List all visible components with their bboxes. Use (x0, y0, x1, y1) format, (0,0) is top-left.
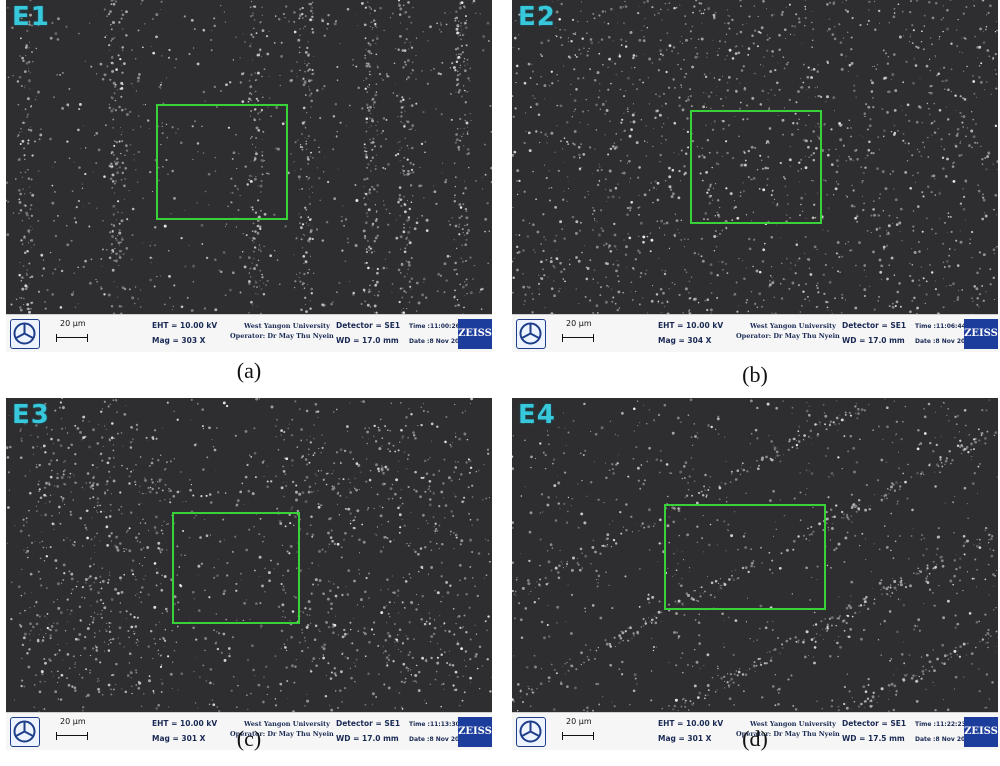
date-value: Date :8 Nov 2017 (409, 338, 468, 345)
sem-micrograph: E4 20 µm EHT = 10.00 kV Mag = 301 X West… (512, 398, 998, 750)
magnification-value: Mag = 304 X (658, 336, 712, 345)
figure-caption: (a) (236, 358, 262, 383)
operator-text: Operator: Dr May Thu Nyein (736, 730, 840, 738)
sem-panel-b: E2 20 µm EHT = 10.00 kV Mag = 304 X West… (512, 0, 998, 387)
eht-value: EHT = 10.00 kV (658, 719, 724, 728)
sem-info-bar: 20 µm EHT = 10.00 kV Mag = 304 X West Ya… (512, 314, 998, 352)
university-logo-icon (10, 717, 40, 747)
zeiss-logo: ZEISS (458, 717, 492, 747)
sample-label: E4 (518, 400, 556, 430)
operator-text: Operator: Dr May Thu Nyein (230, 730, 334, 738)
sem-image (6, 0, 492, 314)
scale-bar: 20 µm (560, 717, 600, 743)
zeiss-logo: ZEISS (964, 319, 998, 349)
time-value: Time :11:22:23 (915, 721, 966, 728)
date-value: Date :8 Nov 2017 (409, 736, 468, 743)
time-value: Time :11:00:26 (409, 323, 460, 330)
working-distance-value: WD = 17.0 mm (336, 734, 399, 743)
operator-text: Operator: Dr May Thu Nyein (736, 332, 840, 340)
detector-value: Detector = SE1 (842, 321, 907, 330)
institution-text: West Yangon University (750, 322, 836, 330)
scale-bar-label: 20 µm (566, 717, 592, 726)
sem-panel-c: E3 20 µm EHT = 10.00 kV Mag = 301 X West… (6, 398, 492, 751)
sem-info-bar: 20 µm EHT = 10.00 kV Mag = 301 X West Ya… (6, 712, 492, 750)
scale-bar-label: 20 µm (60, 717, 86, 726)
scale-bar: 20 µm (560, 319, 600, 345)
magnification-value: Mag = 301 X (658, 734, 712, 743)
sample-label: E3 (12, 400, 50, 430)
institution-text: West Yangon University (244, 720, 330, 728)
sample-label: E2 (518, 2, 556, 32)
university-logo-icon (10, 319, 40, 349)
region-of-interest-box (156, 104, 288, 220)
university-logo-icon (516, 319, 546, 349)
figure-caption: (b) (742, 362, 768, 387)
region-of-interest-box (172, 512, 300, 624)
scale-bar: 20 µm (54, 717, 94, 743)
region-of-interest-box (690, 110, 822, 224)
figure-caption: (d) (742, 726, 768, 751)
sem-image (6, 398, 492, 712)
zeiss-logo: ZEISS (964, 717, 998, 747)
sem-image (512, 398, 998, 712)
time-value: Time :11:13:30 (409, 721, 460, 728)
detector-value: Detector = SE1 (336, 719, 401, 728)
working-distance-value: WD = 17.0 mm (336, 336, 399, 345)
sem-micrograph: E1 20 µm EHT = 10.00 kV Mag = 303 X West… (6, 0, 492, 352)
magnification-value: Mag = 303 X (152, 336, 206, 345)
time-value: Time :11:06:44 (915, 323, 966, 330)
institution-text: West Yangon University (244, 322, 330, 330)
eht-value: EHT = 10.00 kV (658, 321, 724, 330)
scale-bar-label: 20 µm (60, 319, 86, 328)
working-distance-value: WD = 17.0 mm (842, 336, 905, 345)
eht-value: EHT = 10.00 kV (152, 719, 218, 728)
university-logo-icon (516, 717, 546, 747)
sem-info-bar: 20 µm EHT = 10.00 kV Mag = 303 X West Ya… (6, 314, 492, 352)
sem-micrograph: E2 20 µm EHT = 10.00 kV Mag = 304 X West… (512, 0, 998, 352)
detector-value: Detector = SE1 (336, 321, 401, 330)
scale-bar: 20 µm (54, 319, 94, 345)
sem-panel-a: E1 20 µm EHT = 10.00 kV Mag = 303 X West… (6, 0, 492, 383)
working-distance-value: WD = 17.5 mm (842, 734, 905, 743)
scale-bar-label: 20 µm (566, 319, 592, 328)
sem-micrograph: E3 20 µm EHT = 10.00 kV Mag = 301 X West… (6, 398, 492, 750)
sem-info-bar: 20 µm EHT = 10.00 kV Mag = 301 X West Ya… (512, 712, 998, 750)
magnification-value: Mag = 301 X (152, 734, 206, 743)
zeiss-logo: ZEISS (458, 319, 492, 349)
sem-image (512, 0, 998, 314)
figure-caption: (c) (236, 726, 262, 751)
region-of-interest-box (664, 504, 826, 610)
sample-label: E1 (12, 2, 50, 32)
date-value: Date :8 Nov 2017 (915, 736, 974, 743)
eht-value: EHT = 10.00 kV (152, 321, 218, 330)
date-value: Date :8 Nov 2017 (915, 338, 974, 345)
operator-text: Operator: Dr May Thu Nyein (230, 332, 334, 340)
institution-text: West Yangon University (750, 720, 836, 728)
detector-value: Detector = SE1 (842, 719, 907, 728)
sem-panel-d: E4 20 µm EHT = 10.00 kV Mag = 301 X West… (512, 398, 998, 751)
